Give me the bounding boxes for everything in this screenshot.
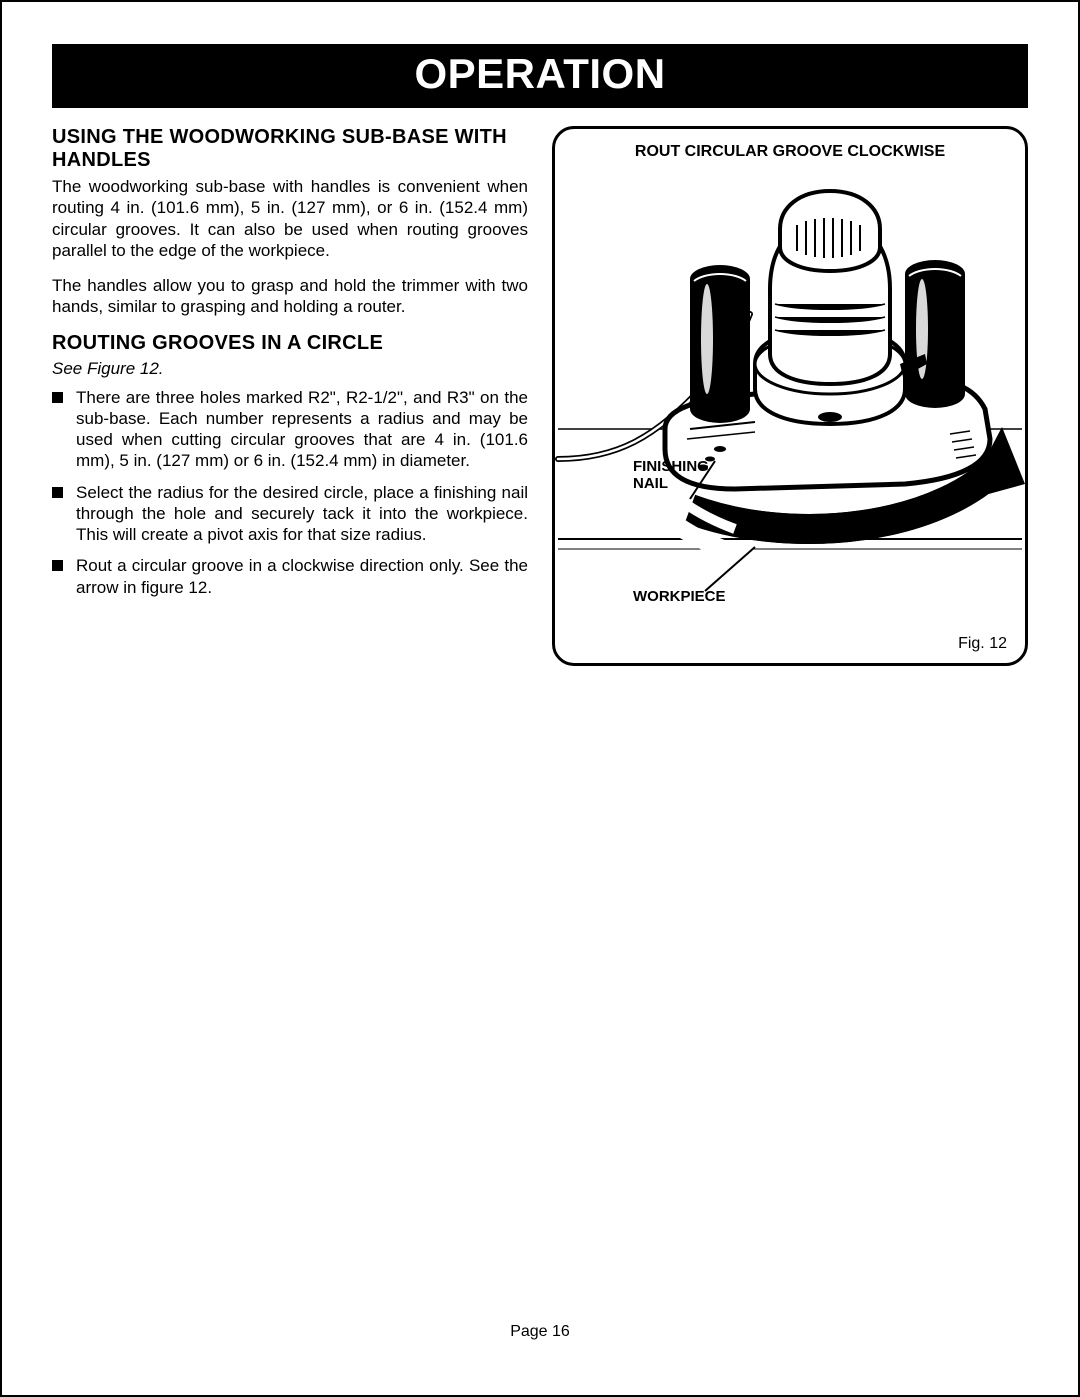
figure-label-nail: FINISHING NAIL xyxy=(633,459,709,492)
page-inner: OPERATION USING THE WOODWORKING SUB-BASE… xyxy=(52,44,1028,1353)
title-bar: OPERATION xyxy=(52,44,1028,108)
figure-box: ROUT CIRCULAR GROOVE CLOCKWISE xyxy=(552,126,1028,666)
page: OPERATION USING THE WOODWORKING SUB-BASE… xyxy=(0,0,1080,1397)
router-illustration xyxy=(555,129,1025,663)
paragraph: The woodworking sub-base with handles is… xyxy=(52,176,528,261)
list-item: Rout a circular groove in a clockwise di… xyxy=(52,555,528,598)
section-heading-routing: ROUTING GROOVES IN A CIRCLE xyxy=(52,332,528,355)
column-left: USING THE WOODWORKING SUB-BASE WITH HAND… xyxy=(52,126,528,666)
title-bar-text: OPERATION xyxy=(414,50,665,97)
list-item: There are three holes marked R2", R2-1/2… xyxy=(52,387,528,472)
list-item: Select the radius for the desired circle… xyxy=(52,482,528,546)
column-right: ROUT CIRCULAR GROOVE CLOCKWISE xyxy=(552,126,1028,666)
section-heading-subbase: USING THE WOODWORKING SUB-BASE WITH HAND… xyxy=(52,126,528,172)
see-figure-ref: See Figure 12. xyxy=(52,359,528,379)
page-number: Page 16 xyxy=(52,1323,1028,1341)
figure-label-workpiece: WORKPIECE xyxy=(633,589,726,606)
bullet-list: There are three holes marked R2", R2-1/2… xyxy=(52,387,528,598)
columns: USING THE WOODWORKING SUB-BASE WITH HAND… xyxy=(52,126,1028,666)
figure-caption: Fig. 12 xyxy=(958,635,1007,653)
paragraph: The handles allow you to grasp and hold … xyxy=(52,275,528,318)
